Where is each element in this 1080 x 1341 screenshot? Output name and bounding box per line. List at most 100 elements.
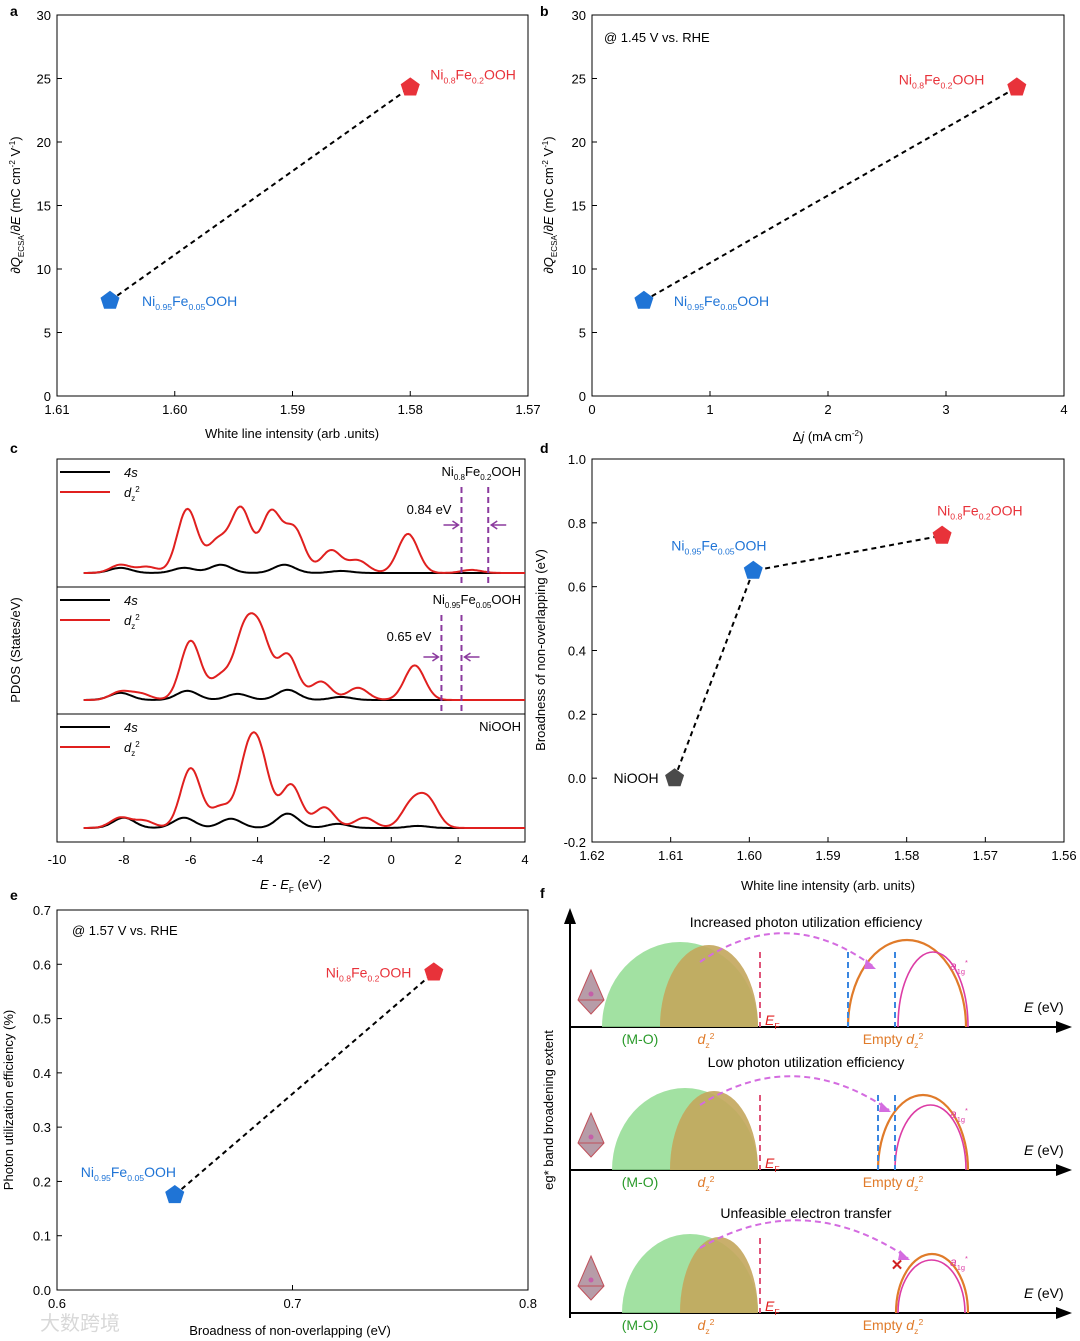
y-tick-label: 0.8 bbox=[568, 516, 586, 531]
panel-letter: e bbox=[10, 887, 18, 903]
label-ni08fe02ooh-part: Fe bbox=[962, 503, 979, 519]
label-ni08fe02ooh-part: 0.8 bbox=[339, 973, 351, 983]
x-axis-title: White line intensity (arb .units) bbox=[205, 426, 379, 441]
data-point-Ni0.95Fe0.05OOH bbox=[100, 290, 120, 309]
empty-dz2-arc bbox=[894, 1252, 970, 1314]
data-point-Ni0.8Fe0.2OOH bbox=[424, 962, 444, 981]
legend-dz2-label-part: d bbox=[124, 485, 132, 500]
x-tick-label: 2 bbox=[824, 402, 831, 417]
a1g-label-part: * bbox=[965, 1106, 968, 1115]
octahedron-metal-atom bbox=[588, 1134, 594, 1140]
gap-arrow-left bbox=[443, 520, 460, 530]
occupied-dz2-label: dz2 bbox=[698, 1174, 715, 1193]
occupied-dz2-label-part: d bbox=[698, 1031, 707, 1047]
data-point-Ni0.8Fe0.2OOH bbox=[932, 525, 952, 544]
y-tick-label: 30 bbox=[572, 8, 586, 23]
label-ni095fe005ooh: Ni0.95Fe0.05OOH bbox=[671, 538, 766, 557]
label-ni08fe02ooh-part: 0.2 bbox=[940, 80, 952, 90]
y-tick-label: 20 bbox=[572, 135, 586, 150]
occupied-dz2-band bbox=[670, 1091, 758, 1170]
x-tick-label: 0.7 bbox=[283, 1296, 301, 1311]
y-tick-label: 0.4 bbox=[33, 1066, 51, 1081]
label-ni095fe005ooh: Ni0.95Fe0.05OOH bbox=[142, 293, 237, 312]
gap-value-label: 0.65 eV bbox=[387, 629, 432, 644]
x-tick-label: 1.57 bbox=[973, 848, 998, 863]
panel-letter: a bbox=[10, 3, 18, 19]
gap-arrow-left bbox=[423, 652, 440, 662]
legend-dz2-label-part: z bbox=[131, 622, 135, 631]
occupied-dz2-label-part: 2 bbox=[710, 1317, 715, 1327]
mo-label: (M-O) bbox=[622, 1031, 659, 1047]
label-ni08fe02ooh-part: OOH bbox=[380, 964, 412, 980]
label-ni08fe02ooh-part: 0.8 bbox=[443, 75, 455, 85]
label-ni095fe005ooh-part: OOH bbox=[735, 538, 767, 554]
y-tick-label: 0.1 bbox=[33, 1229, 51, 1244]
empty-dz2-arc bbox=[846, 938, 968, 1028]
plot-frame bbox=[591, 14, 1065, 397]
subplot-title-part: 0.8 bbox=[454, 473, 466, 482]
occupied-dz2-label-part: z bbox=[705, 1040, 709, 1050]
y-axis-title-part: E bbox=[8, 216, 23, 225]
x-axis-title: E - EF (eV) bbox=[260, 877, 322, 895]
occupied-dz2-label-part: d bbox=[698, 1317, 707, 1333]
empty-dz2-label-part: 2 bbox=[918, 1174, 923, 1184]
curve-dz2 bbox=[83, 505, 525, 574]
legend-dz2-label: dz2 bbox=[124, 740, 140, 758]
y-tick-label: 0.3 bbox=[33, 1120, 51, 1135]
data-point-Ni0.95Fe0.05OOH bbox=[165, 1185, 185, 1204]
label-ni08fe02ooh-part: Fe bbox=[351, 964, 368, 980]
x-tick-label: -8 bbox=[118, 852, 130, 867]
label-ni08fe02ooh-part: OOH bbox=[484, 66, 516, 82]
energy-axis-label-part: (eV) bbox=[1033, 1142, 1063, 1158]
annotation-potential: @ 1.57 V vs. RHE bbox=[72, 923, 178, 938]
empty-dz2-label-part: Empty bbox=[863, 1317, 907, 1333]
curve-dz2 bbox=[83, 612, 525, 701]
x-tick-label: 1.59 bbox=[815, 848, 840, 863]
y-axis-title-part: /∂ bbox=[8, 225, 23, 235]
empty-dz2-label: Empty dz2 bbox=[863, 1317, 924, 1336]
y-axis-title-part: ) bbox=[8, 136, 23, 140]
y-axis-title: PDOS (States/eV) bbox=[8, 597, 23, 702]
y-tick-label: 5 bbox=[579, 326, 586, 341]
subplot-title-part: Fe bbox=[465, 464, 480, 479]
y-tick-label: 0.6 bbox=[33, 957, 51, 972]
subplot-title-part: 0.95 bbox=[445, 601, 461, 610]
x-axis-title: Broadness of non-overlapping (eV) bbox=[189, 1323, 391, 1338]
y-axis-title-part: Q bbox=[541, 257, 556, 267]
energy-axis-label-part: E bbox=[1024, 999, 1034, 1015]
y-axis-title-part: V bbox=[541, 148, 556, 161]
x-axis-title-part: - bbox=[269, 877, 281, 892]
x-tick-label: 0 bbox=[388, 852, 395, 867]
occupied-dz2-label-part: z bbox=[705, 1326, 709, 1336]
mo-label: (M-O) bbox=[622, 1317, 659, 1333]
x-tick-label: -6 bbox=[185, 852, 197, 867]
energy-axis-label: E (eV) bbox=[1024, 1285, 1064, 1301]
fermi-level-label-part: F bbox=[774, 1307, 779, 1317]
energy-axis-arrowhead bbox=[1056, 1164, 1072, 1176]
empty-dz2-label-part: z bbox=[914, 1040, 918, 1050]
data-point-Ni0.8Fe0.2OOH bbox=[1007, 77, 1027, 96]
a1g-label-part: 1g bbox=[957, 1263, 965, 1272]
label-ni08fe02ooh-part: OOH bbox=[991, 503, 1023, 519]
label-ni095fe005ooh-part: 0.05 bbox=[127, 1173, 144, 1183]
label-ni095fe005ooh-part: Ni bbox=[142, 293, 155, 309]
label-ni095fe005ooh-part: Fe bbox=[172, 293, 189, 309]
energy-axis-arrowhead bbox=[1056, 1307, 1072, 1319]
legend-dz2-label-part: 2 bbox=[135, 740, 140, 749]
panel-letter: d bbox=[540, 440, 549, 456]
gap-value-label: 0.84 eV bbox=[407, 502, 452, 517]
gap-arrow-right bbox=[489, 520, 507, 530]
x-tick-label: 1.58 bbox=[894, 848, 919, 863]
legend-4s-label: 4s bbox=[124, 465, 138, 480]
curve-dz2 bbox=[83, 731, 525, 829]
legend-dz2-label: dz2 bbox=[124, 613, 140, 631]
x-axis-title-part: j bbox=[799, 429, 805, 444]
subplot-title-part: OOH bbox=[491, 464, 521, 479]
y-axis-title-part: -1 bbox=[8, 140, 17, 148]
x-tick-label: 1.61 bbox=[44, 402, 69, 417]
trend-dashed-line bbox=[673, 534, 943, 779]
empty-dz2-label-part: z bbox=[914, 1183, 918, 1193]
fermi-level-label: EF bbox=[765, 1155, 780, 1174]
electron-transfer-arrow bbox=[699, 1219, 909, 1259]
